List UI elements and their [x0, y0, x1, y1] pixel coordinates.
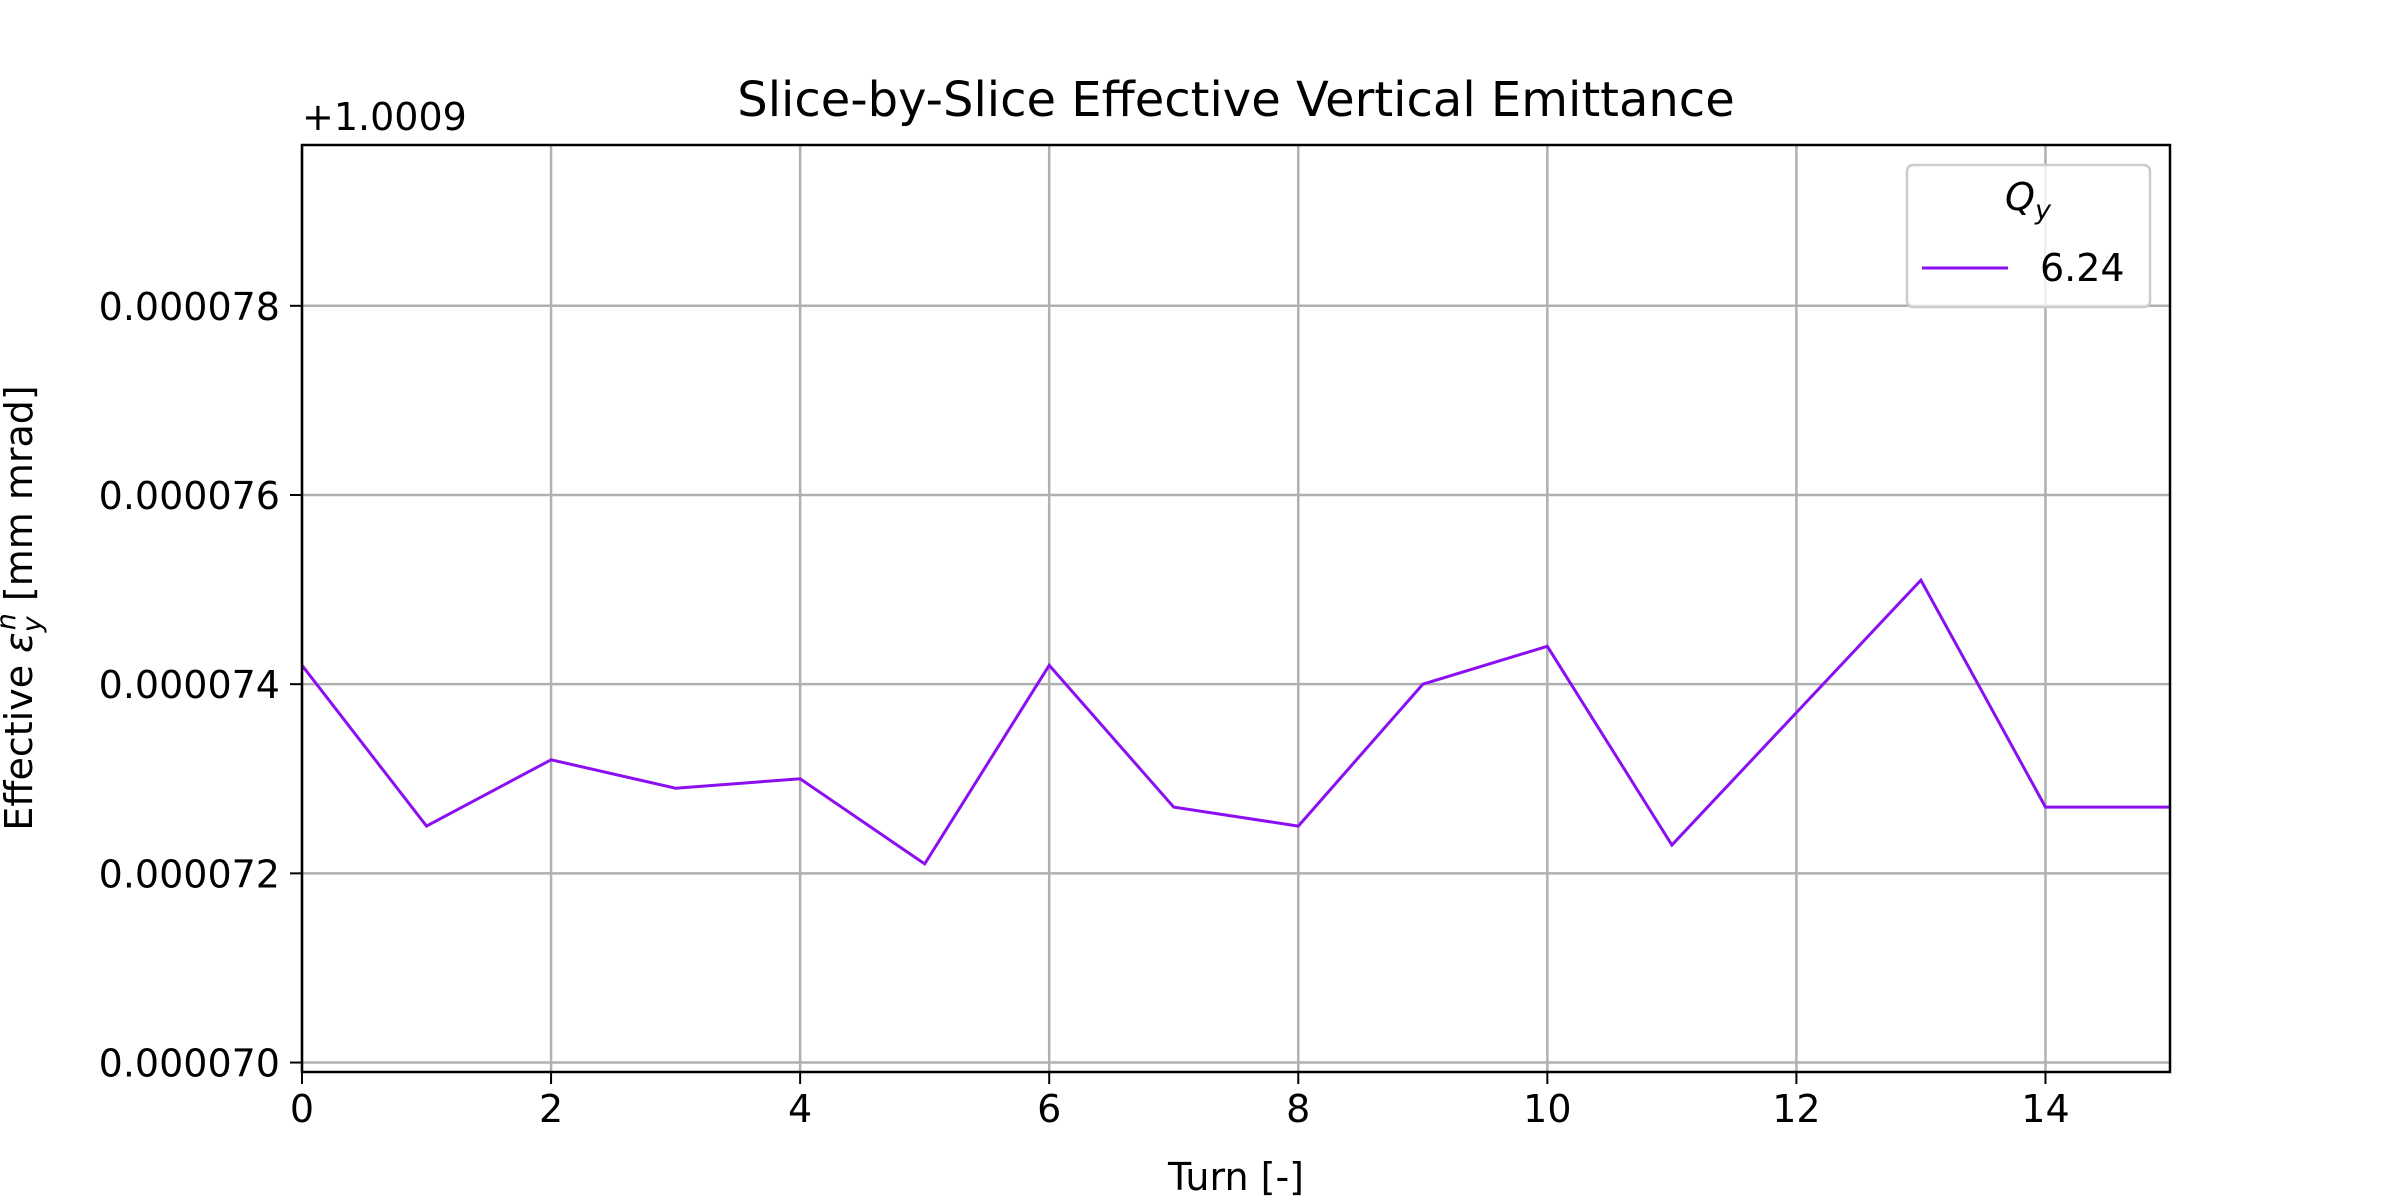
series-layer	[300, 577, 2170, 867]
x-tick-label: 0	[290, 1087, 314, 1131]
legend-title-subscript: y	[2034, 195, 2052, 226]
y-offset-text: +1.0009	[302, 95, 467, 139]
y-tick-label: 0.000074	[99, 663, 280, 707]
ticks: 0 2 4 6 8 10 12 14 0.000070 0.000072 0.000074 0.000…	[99, 285, 2070, 1131]
x-tick-label: 4	[788, 1087, 812, 1131]
y-axis-label-prefix: Effective	[0, 653, 41, 831]
x-tick-label: 6	[1037, 1087, 1061, 1131]
legend-series-label: 6.24	[2040, 246, 2125, 290]
y-tick-label: 0.000078	[99, 285, 280, 329]
y-tick-label: 0.000070	[99, 1042, 280, 1086]
legend-title: Qy	[2005, 175, 2052, 226]
legend-box	[1905, 163, 2152, 309]
plot-frame	[300, 143, 2172, 1074]
x-axis-label: Turn [-]	[1167, 1155, 1304, 1199]
chart-title: Slice-by-Slice Effective Vertical Emitta…	[737, 72, 1734, 128]
y-axis-label-subscript: y	[17, 615, 48, 633]
legend-title-symbol: Q	[2005, 175, 2035, 219]
x-tick-label: 10	[1523, 1087, 1571, 1131]
x-tick-label: 12	[1772, 1087, 1820, 1131]
y-axis-label-suffix: [mm mrad]	[0, 385, 41, 613]
y-tick-label: 0.000076	[99, 474, 280, 518]
series-line	[300, 577, 2170, 867]
y-axis-label-superscript: n	[0, 613, 22, 630]
x-tick-label: 14	[2021, 1087, 2069, 1131]
x-tick-label: 2	[539, 1087, 563, 1131]
y-axis-label-symbol: ε	[0, 632, 41, 653]
x-tick-label: 8	[1286, 1087, 1310, 1131]
y-axis-label: Effective εyn [mm mrad]	[0, 385, 48, 830]
legend: Qy 6.24	[1905, 163, 2152, 309]
y-tick-label: 0.000072	[99, 852, 280, 896]
